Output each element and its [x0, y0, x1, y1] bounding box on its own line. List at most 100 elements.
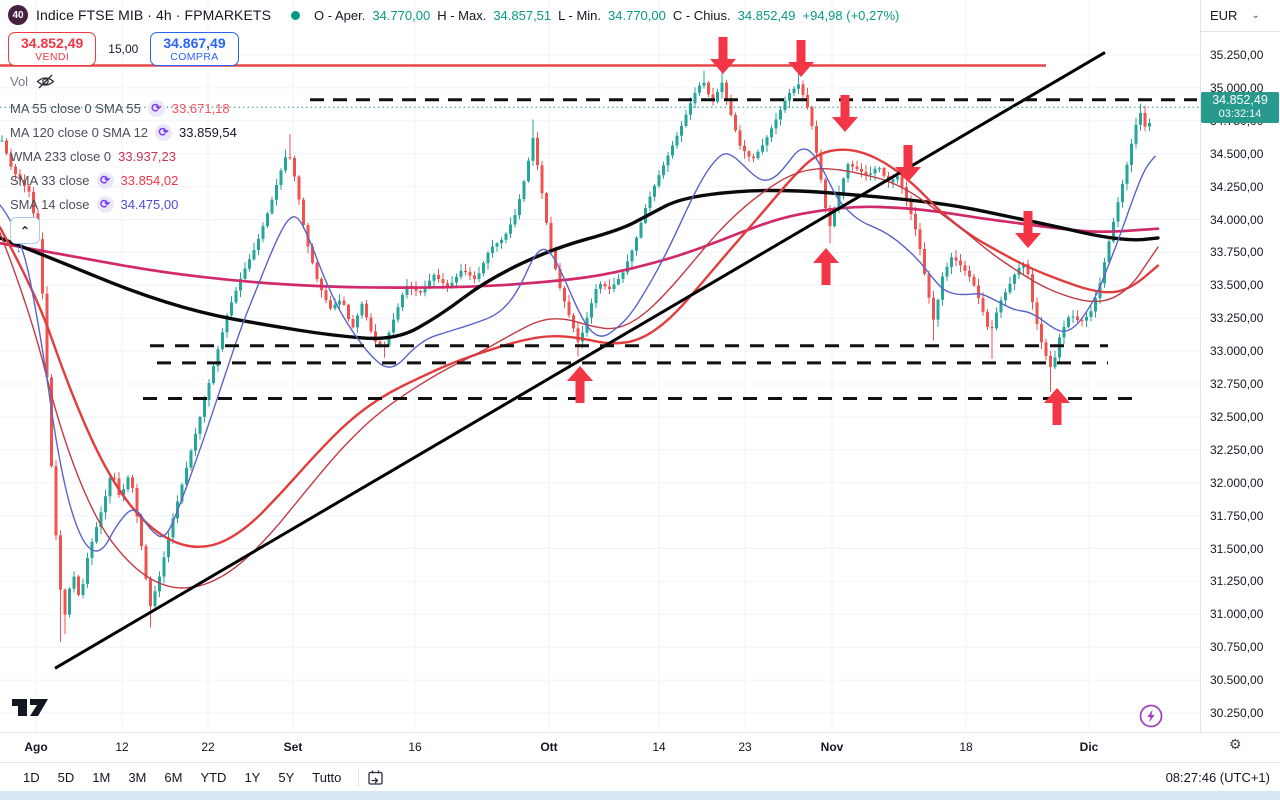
range-button-Tutto[interactable]: Tutto — [312, 770, 342, 785]
sync-icon[interactable]: ⟳ — [155, 123, 173, 141]
toolbar-divider — [358, 768, 360, 787]
indicator-row-3[interactable]: SMA 33 close ⟳ 33.854,02 — [10, 168, 237, 192]
indicator-label: SMA 33 close — [10, 172, 90, 188]
last-price-value: 34.852,49 — [1212, 93, 1268, 108]
time-tick-Ott: Ott — [540, 740, 558, 754]
sell-signal-arrow — [895, 145, 921, 182]
sync-icon[interactable]: ⟳ — [96, 195, 114, 213]
indicator-label: WMA 233 close 0 — [10, 148, 112, 164]
price-tick: 34.500,00 — [1210, 146, 1264, 161]
indicator-row-2[interactable]: WMA 233 close 0 33.937,23 — [10, 144, 237, 168]
ma-line — [0, 188, 1160, 341]
indicator-row-4[interactable]: SMA 14 close ⟳ 34.475,00 — [10, 192, 237, 216]
currency-selector[interactable]: EUR ⌄ — [1201, 0, 1280, 32]
price-tick: 33.250,00 — [1210, 311, 1264, 326]
buy-signal-arrow — [1044, 388, 1070, 425]
indicator-value: 34.475,00 — [120, 196, 179, 212]
sell-signal-arrow — [832, 95, 858, 132]
high-label: H - Max. — [437, 7, 487, 23]
scroll-up-button[interactable]: ⌃ — [10, 217, 40, 244]
price-tick: 35.000,00 — [1210, 80, 1264, 95]
sell-label: VENDI — [35, 51, 70, 64]
indicator-value: 33.671,18 — [171, 100, 230, 116]
symbol-title[interactable]: Indice FTSE MIB · 4h · FPMARKETS — [36, 7, 272, 23]
range-button-3M[interactable]: 3M — [128, 770, 147, 785]
time-tick-Nov: Nov — [820, 740, 844, 754]
price-tick: 33.500,00 — [1210, 278, 1264, 293]
range-button-6M[interactable]: 6M — [164, 770, 183, 785]
low-label: L - Min. — [558, 7, 602, 23]
ma-line — [0, 148, 1160, 549]
indicator-row-1[interactable]: MA 120 close 0 SMA 12 ⟳ 33.859,54 — [10, 120, 237, 144]
session-clock[interactable]: 08:27:46 (UTC+1) — [1165, 770, 1270, 785]
price-tick: 30.500,00 — [1210, 673, 1264, 688]
range-button-5D[interactable]: 5D — [57, 770, 75, 785]
buy-button[interactable]: 34.867,49 COMPRA — [150, 32, 239, 67]
price-tick: 31.500,00 — [1210, 541, 1264, 556]
price-tick: 30.750,00 — [1210, 640, 1264, 655]
last-price-badge: 34.852,49 03:32:14 — [1201, 92, 1279, 124]
buy-label: COMPRA — [170, 51, 219, 64]
trade-panel: 34.852,49 VENDI 15,00 34.867,49 COMPRA — [8, 32, 239, 67]
indicator-label: MA 120 close 0 SMA 12 — [10, 124, 149, 140]
time-tick-Ago: Ago — [24, 740, 48, 754]
range-button-5Y[interactable]: 5Y — [278, 770, 295, 785]
bottom-strip — [0, 791, 1280, 800]
price-tick: 31.000,00 — [1210, 607, 1264, 622]
time-tick-22: 22 — [201, 740, 215, 754]
price-tick: 30.250,00 — [1210, 706, 1264, 720]
range-button-1M[interactable]: 1M — [92, 770, 111, 785]
close-value: 34.852,49 — [737, 7, 796, 23]
price-tick: 31.750,00 — [1210, 508, 1264, 523]
sell-signal-arrow — [710, 37, 736, 74]
candlestick-chart[interactable] — [0, 0, 1200, 732]
open-value: 34.770,00 — [372, 7, 431, 23]
chevron-down-icon: ⌄ — [1251, 10, 1260, 21]
change-value: +94,98 (+0,27%) — [802, 7, 900, 23]
sell-button[interactable]: 34.852,49 VENDI — [8, 32, 97, 67]
buy-price: 34.867,49 — [163, 35, 226, 51]
open-label: O - Aper. — [314, 7, 366, 23]
sell-signal-arrow — [788, 40, 814, 77]
price-tick: 34.250,00 — [1210, 179, 1264, 194]
calendar-icon — [368, 770, 384, 785]
ohlc-readout: O - Aper. 34.770,00 H - Max. 34.857,51 L… — [314, 8, 899, 23]
range-button-1D[interactable]: 1D — [23, 770, 40, 785]
buy-signal-arrow — [567, 366, 593, 403]
indicator-row-0[interactable]: MA 55 close 0 SMA 55 ⟳ 33.671,18 — [10, 96, 237, 120]
go-to-date-button[interactable] — [367, 769, 384, 786]
ma-line — [0, 168, 1159, 589]
notification-count-badge[interactable]: 40 — [8, 5, 28, 25]
price-tick: 32.250,00 — [1210, 442, 1264, 457]
ma-line — [0, 148, 1156, 552]
price-tick: 32.750,00 — [1210, 377, 1264, 391]
time-axis[interactable]: Ago 12 22 Set 16 Ott 14 23 Nov 18 Dic — [0, 732, 1280, 763]
price-tick: 32.000,00 — [1210, 475, 1264, 490]
eye-slash-icon[interactable] — [36, 74, 55, 89]
spread-value: 15,00 — [108, 42, 139, 57]
price-tick: 33.750,00 — [1210, 245, 1264, 260]
price-tick: 31.250,00 — [1210, 574, 1264, 589]
axis-settings-gear-icon[interactable]: ⚙ — [1229, 736, 1242, 752]
market-status-icon — [291, 10, 301, 20]
chart-header: 40 Indice FTSE MIB · 4h · FPMARKETS O - … — [8, 5, 899, 25]
currency-label: EUR — [1210, 8, 1238, 23]
indicator-label: SMA 14 close — [10, 196, 90, 212]
buy-signal-arrow — [813, 248, 839, 285]
volume-legend-row[interactable]: Vol — [10, 74, 55, 89]
range-buttons: 1D 5D 1M 3M 6M YTD 1Y 5Y Tutto — [0, 767, 350, 788]
sync-icon[interactable]: ⟳ — [96, 171, 114, 189]
price-tick: 34.000,00 — [1210, 212, 1264, 227]
range-button-YTD[interactable]: YTD — [200, 770, 227, 785]
indicator-label: MA 55 close 0 SMA 55 — [10, 100, 141, 116]
indicator-value: 33.859,54 — [179, 124, 237, 140]
sync-icon[interactable]: ⟳ — [147, 99, 165, 117]
bottom-toolbar: 1D 5D 1M 3M 6M YTD 1Y 5Y Tutto 08:27:46 (UTC+1) — [0, 762, 1280, 792]
price-tick: 33.000,00 — [1210, 344, 1264, 359]
range-button-1Y[interactable]: 1Y — [244, 770, 261, 785]
time-tick-Dic: Dic — [1079, 740, 1099, 754]
indicator-legend: MA 55 close 0 SMA 55 ⟳ 33.671,18 MA 120 clo… — [10, 96, 237, 216]
boost-lightning-icon[interactable] — [1139, 704, 1163, 728]
close-label: C - Chius. — [672, 7, 731, 23]
